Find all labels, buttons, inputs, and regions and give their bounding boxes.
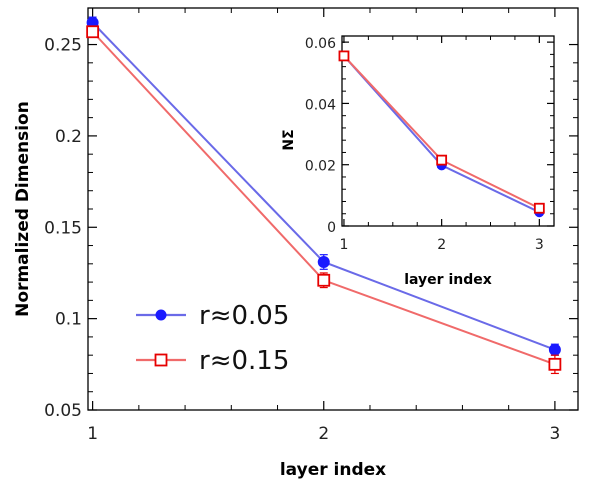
inset-y-tick-label: 0.04 xyxy=(305,97,336,113)
legend-label: r≈0.15 xyxy=(199,346,289,376)
main-y-tick-label: 0.2 xyxy=(55,127,82,147)
legend-swatch-marker xyxy=(154,353,168,367)
main-series-1-point xyxy=(317,255,330,268)
legend-label: r≈0.05 xyxy=(199,301,289,331)
inset-series-2-point xyxy=(436,154,448,166)
main-y-axis-title: Normalized Dimension xyxy=(13,101,33,317)
main-series-1-point xyxy=(548,343,561,356)
inset-x-tick-label: 1 xyxy=(339,237,348,253)
main-y-tick-label: 0.25 xyxy=(44,36,82,56)
inset-x-tick-label: 3 xyxy=(535,237,544,253)
inset-y-tick-label: 0.06 xyxy=(305,36,336,52)
inset-x-axis-title: layer index xyxy=(404,272,492,288)
inset-plot-frame xyxy=(341,35,555,227)
inset-y-axis-title: NΣ xyxy=(281,129,297,150)
main-x-tick-label: 2 xyxy=(318,424,329,444)
main-y-tick-label: 0.05 xyxy=(44,401,82,421)
legend-swatch-marker xyxy=(155,309,167,321)
main-y-tick-label: 0.1 xyxy=(55,310,82,330)
inset-series-2-point xyxy=(533,202,545,214)
inset-y-tick-label: 0 xyxy=(327,220,336,236)
main-x-axis-title: layer index xyxy=(280,460,386,480)
inset-x-tick-label: 2 xyxy=(437,237,446,253)
main-y-tick-label: 0.15 xyxy=(44,218,82,238)
main-series-2-point xyxy=(548,357,562,371)
main-series-2-point xyxy=(317,273,331,287)
inset-y-tick-label: 0.02 xyxy=(305,159,336,175)
main-x-tick-label: 1 xyxy=(87,424,98,444)
main-x-tick-label: 3 xyxy=(549,424,560,444)
main-series-2-point xyxy=(86,25,100,39)
legend: r≈0.05 r≈0.15 xyxy=(136,301,289,376)
inset-series-2-point xyxy=(338,50,350,62)
